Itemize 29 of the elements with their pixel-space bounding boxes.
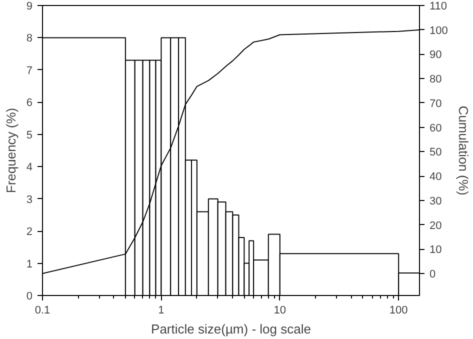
y-tick-label: 7 xyxy=(26,64,33,77)
y2-tick-label: 90 xyxy=(430,49,442,62)
y2-tick-label: 70 xyxy=(430,98,442,110)
y-tick-label: 3 xyxy=(26,194,33,206)
y-tick-label: 9 xyxy=(26,0,33,12)
y2-tick-label: 110 xyxy=(430,0,448,12)
y2-tick-label: 10 xyxy=(430,244,442,256)
y-tick-label: 0 xyxy=(26,290,33,302)
y-tick-label: 1 xyxy=(26,258,33,270)
x-axis-title: Particle size(µm) - log scale xyxy=(151,322,311,336)
y-tick-label: 8 xyxy=(26,32,33,45)
x-tick-label: 0.1 xyxy=(34,304,50,316)
y2-tick-label: 20 xyxy=(430,220,442,232)
y2-tick-label: 80 xyxy=(430,74,442,86)
y2-axis-title: Cumulation (%) xyxy=(456,106,471,196)
y-tick-label: 5 xyxy=(26,129,33,142)
y-tick-label: 6 xyxy=(26,97,33,110)
x-tick-label: 100 xyxy=(389,304,408,316)
y2-tick-label: 30 xyxy=(430,195,442,208)
x-tick-label: 1 xyxy=(158,304,164,316)
y-tick-label: 4 xyxy=(26,162,33,174)
y2-tick-label: 0 xyxy=(430,268,436,281)
y2-tick-label: 50 xyxy=(430,146,442,159)
y-tick-label: 2 xyxy=(26,226,33,238)
y-axis-title: Frequency (%) xyxy=(3,108,18,194)
y2-tick-label: 100 xyxy=(430,24,448,37)
y2-tick-label: 40 xyxy=(430,171,442,184)
x-tick-label: 10 xyxy=(274,304,286,316)
y2-tick-label: 60 xyxy=(430,122,442,134)
